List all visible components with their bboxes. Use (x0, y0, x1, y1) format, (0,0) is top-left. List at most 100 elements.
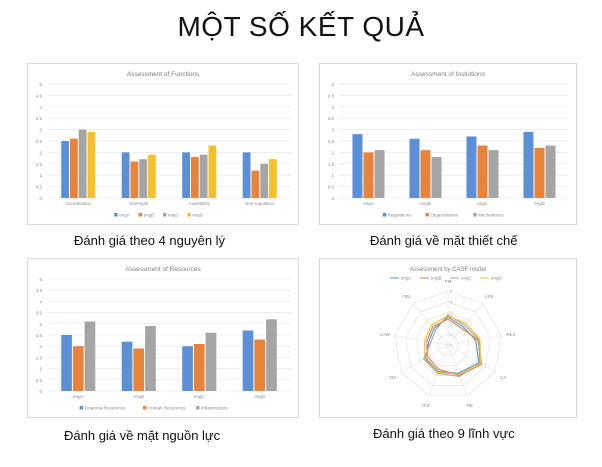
x-tick-label: engC (477, 201, 489, 206)
chart-title: Assessment by CASF model (410, 267, 486, 273)
radial-tick-label: 3 (450, 311, 452, 315)
legend-swatch (382, 213, 387, 217)
y-tick-label: 1.5 (36, 355, 43, 360)
y-tick-label: 1 (331, 173, 334, 178)
x-tick-label: Availability (189, 201, 211, 206)
caption-casf: Đánh giá theo 9 lĩnh vực (373, 426, 515, 441)
y-tick-label: 1.5 (36, 162, 43, 167)
bar-human-resources-3 (254, 339, 266, 391)
y-tick-label: 4 (39, 105, 42, 110)
legend-swatch (79, 406, 84, 410)
institutions-bar-chart: Assessment of Instiutions 0 0.5 1 1.5 2 2.5 3 3.… (328, 71, 568, 218)
bar-financial-resources-0 (61, 335, 72, 391)
radar-spoke (413, 303, 449, 346)
x-tick-label: engA (73, 394, 84, 399)
caption-resources: Đánh giá về mặt nguồn lực (64, 428, 221, 443)
bar-regulations-3 (523, 131, 534, 198)
y-tick-label: 2.5 (36, 333, 43, 338)
radar-series-engd (424, 315, 482, 375)
radar-spoke (429, 344, 449, 396)
chart-panel-resources: Assessment of Resources 0 0.5 1 1.5 2 2.5 3 3.5 4… (27, 258, 299, 418)
bar-organizations-0 (363, 152, 374, 198)
axis-label: CA (500, 375, 506, 380)
radial-tick-label: 1 (450, 333, 452, 337)
y-tick-label: 0.5 (328, 185, 335, 190)
legend-label: Organizations (430, 213, 459, 218)
resources-bar-chart: Assessment of Resources 0 0.5 1 1.5 2 2.5 3 3.5 4… (36, 266, 290, 411)
bar-enga-2 (182, 152, 190, 198)
chart-panel-functions: Assessment of Functions 0 0.5 1 1.5 2 2.5 3 3.5 4… (27, 63, 299, 225)
legend-label: Regulations (388, 213, 413, 218)
y-tick-label: 4.5 (36, 288, 43, 293)
bar-engc-0 (78, 129, 87, 198)
legend-label: engD (192, 213, 204, 218)
bar-engb-2 (190, 156, 199, 198)
legend-swatch (187, 213, 191, 217)
legend-label: Human Resources (148, 406, 186, 411)
y-tick-label: 0 (331, 196, 334, 201)
legend-swatch (138, 213, 143, 217)
legend-label: engA (119, 213, 130, 218)
bar-organizations-3 (534, 147, 545, 198)
legend-swatch (114, 213, 118, 217)
radar-series-engb (426, 318, 483, 377)
bar-regulations-0 (352, 134, 363, 198)
y-tick-label: 3.5 (328, 116, 335, 121)
x-tick-label: engD (534, 201, 546, 206)
functions-bar-chart: Assessment of Functions 0 0.5 1 1.5 2 2.5 3 3.5 4… (36, 71, 290, 218)
axis-label: ICE (422, 403, 430, 408)
bar-engd-3 (269, 159, 277, 198)
axis-label: ASS (485, 294, 494, 299)
radial-tick-label: 5 (450, 290, 452, 294)
legend-label: engA (401, 276, 412, 281)
y-tick-label: 0 (39, 196, 42, 201)
legend-swatch (425, 213, 429, 217)
y-tick-label: 1 (39, 173, 42, 178)
y-tick-label: 1.5 (328, 162, 335, 167)
bar-engc-3 (260, 163, 269, 198)
bar-financial-resources-3 (242, 330, 254, 391)
y-tick-label: 3 (39, 322, 42, 327)
chart-title: Assessment of Resources (125, 266, 201, 273)
radar-gridline (394, 290, 502, 397)
bar-enga-3 (242, 152, 251, 198)
y-tick-label: 2.5 (36, 139, 43, 144)
y-tick-label: 3.5 (36, 116, 43, 121)
radar-spoke (447, 344, 467, 396)
radar-gridline (426, 323, 470, 366)
y-tick-label: 0 (39, 389, 42, 394)
chart-panel-casf: Assessment by CASF model engA engB engC engD… (319, 258, 577, 418)
bar-mechanisms-1 (431, 156, 442, 198)
y-tick-label: 2 (331, 150, 334, 155)
x-tick-label: engB (133, 394, 144, 399)
y-tick-label: 5 (331, 82, 334, 87)
legend-label: Mechanisms (478, 213, 504, 218)
y-tick-label: 3.5 (36, 311, 43, 316)
radar-gridline (437, 333, 459, 356)
y-tick-label: 4 (331, 105, 334, 110)
y-tick-label: 1 (39, 367, 42, 372)
bar-organizations-1 (420, 150, 431, 198)
bar-engb-0 (69, 138, 78, 198)
radar-gridline (405, 301, 491, 386)
x-tick-label: engA (363, 201, 374, 206)
legend-label: engD (491, 276, 503, 281)
legend-label: engC (168, 213, 180, 218)
axis-label: LAW (380, 332, 390, 337)
x-tick-label: Coordination (65, 201, 91, 206)
y-tick-label: 0.5 (36, 185, 43, 190)
chart-title: Assessment of Instiutions (411, 71, 485, 78)
slide-title: MỘT SỐ KẾT QUẢ (177, 11, 425, 42)
bar-financial-resources-1 (121, 341, 133, 391)
legend-swatch (163, 213, 167, 217)
bar-mechanisms-0 (374, 150, 385, 198)
axis-label: RE (467, 403, 473, 408)
y-tick-label: 5 (39, 277, 42, 282)
legend-swatch (473, 213, 477, 217)
bar-infrastructure-0 (84, 321, 96, 391)
axis-label: PM (445, 279, 452, 284)
radar-spoke (447, 344, 495, 373)
radar-series-engc (423, 314, 481, 378)
bar-regulations-1 (409, 138, 420, 198)
bar-mechanisms-2 (488, 150, 499, 198)
